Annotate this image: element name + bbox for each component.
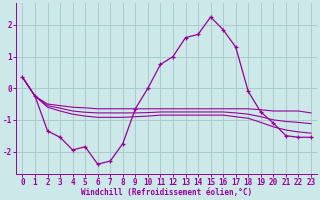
X-axis label: Windchill (Refroidissement éolien,°C): Windchill (Refroidissement éolien,°C) xyxy=(81,188,252,197)
